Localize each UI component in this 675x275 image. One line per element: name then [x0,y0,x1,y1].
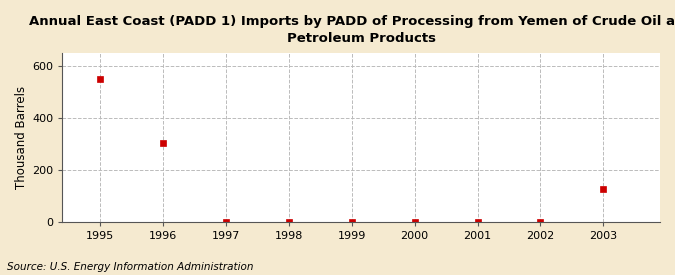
Y-axis label: Thousand Barrels: Thousand Barrels [15,86,28,189]
Text: Source: U.S. Energy Information Administration: Source: U.S. Energy Information Administ… [7,262,253,272]
Title: Annual East Coast (PADD 1) Imports by PADD of Processing from Yemen of Crude Oil: Annual East Coast (PADD 1) Imports by PA… [29,15,675,45]
